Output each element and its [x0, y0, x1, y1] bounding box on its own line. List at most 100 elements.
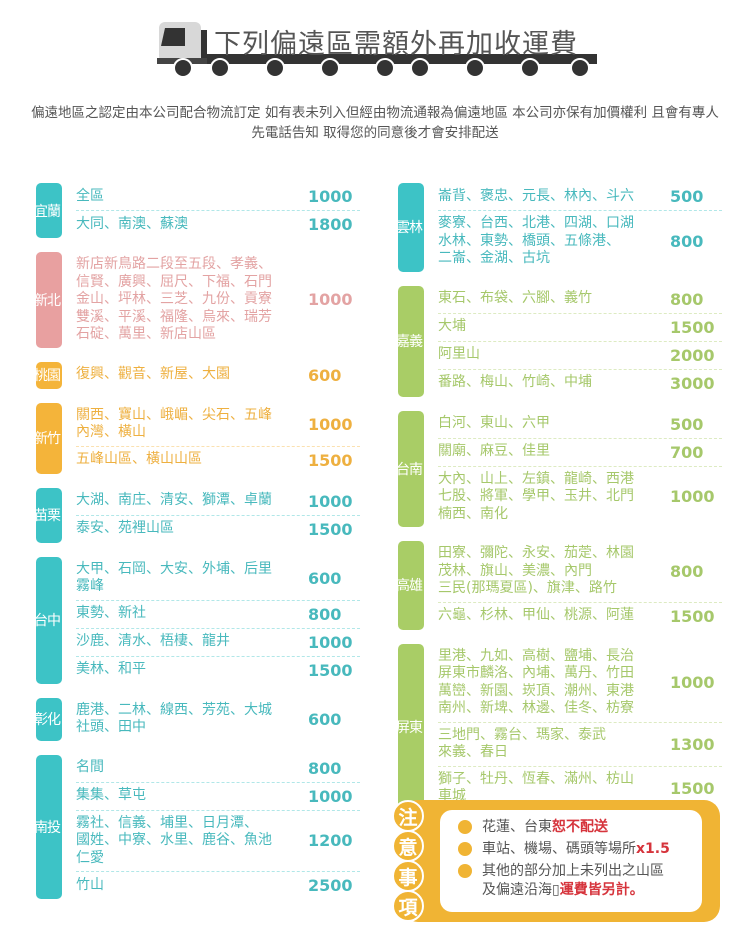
table-row: 大同、南澳、蘇澳 1800: [76, 211, 360, 238]
note-item: 其他的部分加上未列出之山區 及偏遠沿海▯運費皆另計。: [458, 862, 696, 900]
area-list: 大湖、南庄、清安、獅潭、卓蘭: [76, 492, 272, 509]
area-list: 新店新鳥路二段至五段、孝義、 信賢、廣興、屈尺、下福、石門 金山、坪林、三芝、九…: [76, 256, 272, 342]
area-list: 六龜、杉林、甲仙、桃源、阿蓮: [438, 607, 634, 624]
region-name: 嘉義: [396, 334, 423, 350]
region-label: 雲林: [396, 183, 424, 272]
table-row: 霧社、信義、埔里、日月潭、 國姓、中寮、水里、鹿谷、魚池 仁愛 1200: [76, 811, 360, 872]
table-row: 沙鹿、清水、梧棲、龍井 1000: [76, 629, 360, 657]
price: 1800: [308, 215, 353, 234]
table-row: 大湖、南庄、清安、獅潭、卓蘭 1000: [76, 488, 360, 516]
region-label: 苗栗: [34, 487, 62, 543]
region-name: 台中: [34, 613, 61, 629]
region-rows: 大甲、石岡、大安、外埔、后里 霧峰 600 東勢、新社 800 沙鹿、清水、梧棲、龍井 1…: [76, 557, 360, 684]
table-row: 里港、九如、高樹、鹽埔、長治 屏東市麟洛、內埔、萬丹、竹田 萬巒、新園、崁頂、潮…: [438, 644, 722, 723]
table-row: 關廟、麻豆、佳里 700: [438, 439, 722, 467]
table-row: 鹿港、二林、線西、芳苑、大城 社頭、田中 600: [76, 698, 360, 741]
region-rows: 崙背、褒忠、元長、林內、斗六 500 麥寮、台西、北港、四湖、口湖 水林、東勢、橋頭…: [438, 183, 722, 272]
price: 1000: [308, 491, 353, 511]
region-rows: 復興、觀音、新屋、大園 600: [76, 362, 360, 389]
table-row: 三地門、霧台、瑪家、泰武 來義、春日 1300: [438, 723, 722, 767]
table-row: 東勢、新社 800: [76, 601, 360, 629]
price: 500: [670, 414, 704, 434]
region-group: 台南 白河、東山、六甲 500 關廟、麻豆、佳里 700 大內、山上、左鎮、龍崎、西港 七…: [396, 410, 722, 527]
table-row: 新店新鳥路二段至五段、孝義、 信賢、廣興、屈尺、下福、石門 金山、坪林、三芝、九…: [76, 252, 360, 348]
notes-list: 花蓮、台東恕不配送 車站、機場、碼頭等場所x1.5 其他的部分加上未列出之山區 …: [440, 810, 702, 912]
header: 下列偏遠區需額外再加收運費 偏遠地區之認定由本公司配合物流訂定 如有表未列入但經…: [0, 0, 750, 150]
region-label: 高雄: [396, 541, 424, 630]
price: 800: [670, 561, 704, 581]
notes-badge-char: 項: [392, 890, 424, 922]
price: 1000: [308, 632, 353, 652]
price: 1500: [670, 317, 715, 337]
table-row: 阿里山 2000: [438, 342, 722, 370]
left-column: 宜蘭 全區 1000 大同、南澳、蘇澳 1800 新北 新店新鳥路二段至五段、孝義、 信賢、…: [34, 183, 360, 913]
region-rows: 新店新鳥路二段至五段、孝義、 信賢、廣興、屈尺、下福、石門 金山、坪林、三芝、九…: [76, 252, 360, 348]
page-title: 下列偏遠區需額外再加收運費: [214, 29, 578, 60]
region-name: 桃園: [34, 368, 61, 384]
region-label: 彰化: [34, 697, 62, 741]
price: 800: [308, 604, 342, 624]
price: 1000: [308, 786, 353, 806]
price: 1000: [670, 487, 715, 507]
price: 700: [670, 442, 704, 462]
price: 1000: [308, 414, 353, 434]
area-list: 鹿港、二林、線西、芳苑、大城 社頭、田中: [76, 701, 272, 736]
region-label: 新竹: [34, 402, 62, 474]
table-row: 關西、寶山、峨嵋、尖石、五峰 內灣、橫山 1000: [76, 403, 360, 447]
truck-icon: [157, 22, 597, 78]
region-label: 南投: [34, 754, 62, 899]
region-group: 雲林 崙背、褒忠、元長、林內、斗六 500 麥寮、台西、北港、四湖、口湖 水林、東勢、…: [396, 183, 722, 272]
note-text: 車站、機場、碼頭等場所: [482, 841, 636, 857]
region-name: 屏東: [396, 719, 423, 736]
table-row: 復興、觀音、新屋、大園 600: [76, 362, 360, 389]
table-row: 大埔 1500: [438, 314, 722, 342]
table-row: 名間 800: [76, 755, 360, 783]
region-name: 台南: [396, 461, 423, 478]
price: 1000: [308, 187, 353, 206]
region-group: 嘉義 東石、布袋、六腳、義竹 800 大埔 1500 阿里山 2000 番路、梅山、竹崎、中埔…: [396, 285, 722, 397]
region-label: 新北: [34, 252, 62, 348]
table-row: 全區 1000: [76, 183, 360, 211]
bullet-icon: [458, 864, 472, 878]
price: 1500: [670, 778, 715, 798]
table-row: 番路、梅山、竹崎、中埔 3000: [438, 370, 722, 397]
area-list: 番路、梅山、竹崎、中埔: [438, 374, 592, 391]
table-row: 泰安、苑裡山區 1500: [76, 516, 360, 543]
region-rows: 東石、布袋、六腳、義竹 800 大埔 1500 阿里山 2000 番路、梅山、竹崎、中埔 30…: [438, 286, 722, 397]
region-name: 南投: [34, 819, 61, 836]
area-list: 阿里山: [438, 346, 480, 363]
area-list: 東石、布袋、六腳、義竹: [438, 290, 592, 307]
area-list: 三地門、霧台、瑪家、泰武 來義、春日: [438, 726, 606, 761]
price: 800: [308, 758, 342, 778]
area-list: 全區: [76, 187, 104, 204]
price: 2500: [308, 876, 353, 895]
region-label: 桃園: [34, 361, 62, 389]
region-label: 台南: [396, 410, 424, 527]
note-item: 花蓮、台東恕不配送: [458, 818, 696, 837]
area-list: 田寮、彌陀、永安、茄萣、林園 茂林、旗山、美濃、內門 三民(那瑪夏區)、旗津、路…: [438, 545, 634, 596]
table-row: 獅子、牡丹、恆春、滿州、枋山 車城 1500: [438, 767, 722, 810]
table-row: 美林、和平 1500: [76, 657, 360, 684]
area-list: 五峰山區、橫山山區: [76, 451, 202, 468]
region-name: 苗栗: [34, 508, 61, 524]
region-group: 苗栗 大湖、南庄、清安、獅潭、卓蘭 1000 泰安、苑裡山區 1500: [34, 487, 360, 543]
region-name: 新北: [34, 292, 61, 309]
region-group: 桃園 復興、觀音、新屋、大園 600: [34, 361, 356, 389]
region-name: 宜蘭: [34, 203, 61, 220]
table-row: 東石、布袋、六腳、義竹 800: [438, 286, 722, 314]
region-group: 台中 大甲、石岡、大安、外埔、后里 霧峰 600 東勢、新社 800 沙鹿、清水、梧棲、龍…: [34, 556, 360, 684]
region-label: 嘉義: [396, 285, 424, 397]
price: 2000: [670, 345, 715, 365]
region-rows: 名間 800 集集、草屯 1000 霧社、信義、埔里、日月潭、 國姓、中寮、水里、鹿谷、…: [76, 755, 360, 900]
area-list: 東勢、新社: [76, 605, 146, 622]
bullet-icon: [458, 820, 472, 834]
region-rows: 鹿港、二林、線西、芳苑、大城 社頭、田中 600: [76, 698, 360, 741]
table-row: 麥寮、台西、北港、四湖、口湖 水林、東勢、橋頭、五條港、 二崙、金湖、古坑 800: [438, 211, 722, 272]
right-column: 雲林 崙背、褒忠、元長、林內、斗六 500 麥寮、台西、北港、四湖、口湖 水林、東勢、…: [396, 183, 722, 824]
area-list: 大內、山上、左鎮、龍崎、西港 七股、將軍、學甲、玉井、北門 楠西、南化: [438, 470, 634, 522]
table-row: 大內、山上、左鎮、龍崎、西港 七股、將軍、學甲、玉井、北門 楠西、南化 1000: [438, 467, 722, 528]
area-list: 沙鹿、清水、梧棲、龍井: [76, 633, 230, 650]
area-list: 關西、寶山、峨嵋、尖石、五峰 內灣、橫山: [76, 406, 272, 441]
note-text: 其他的部分加上未列出之山區 及偏遠沿海▯: [482, 863, 664, 898]
table-row: 白河、東山、六甲 500: [438, 411, 722, 439]
